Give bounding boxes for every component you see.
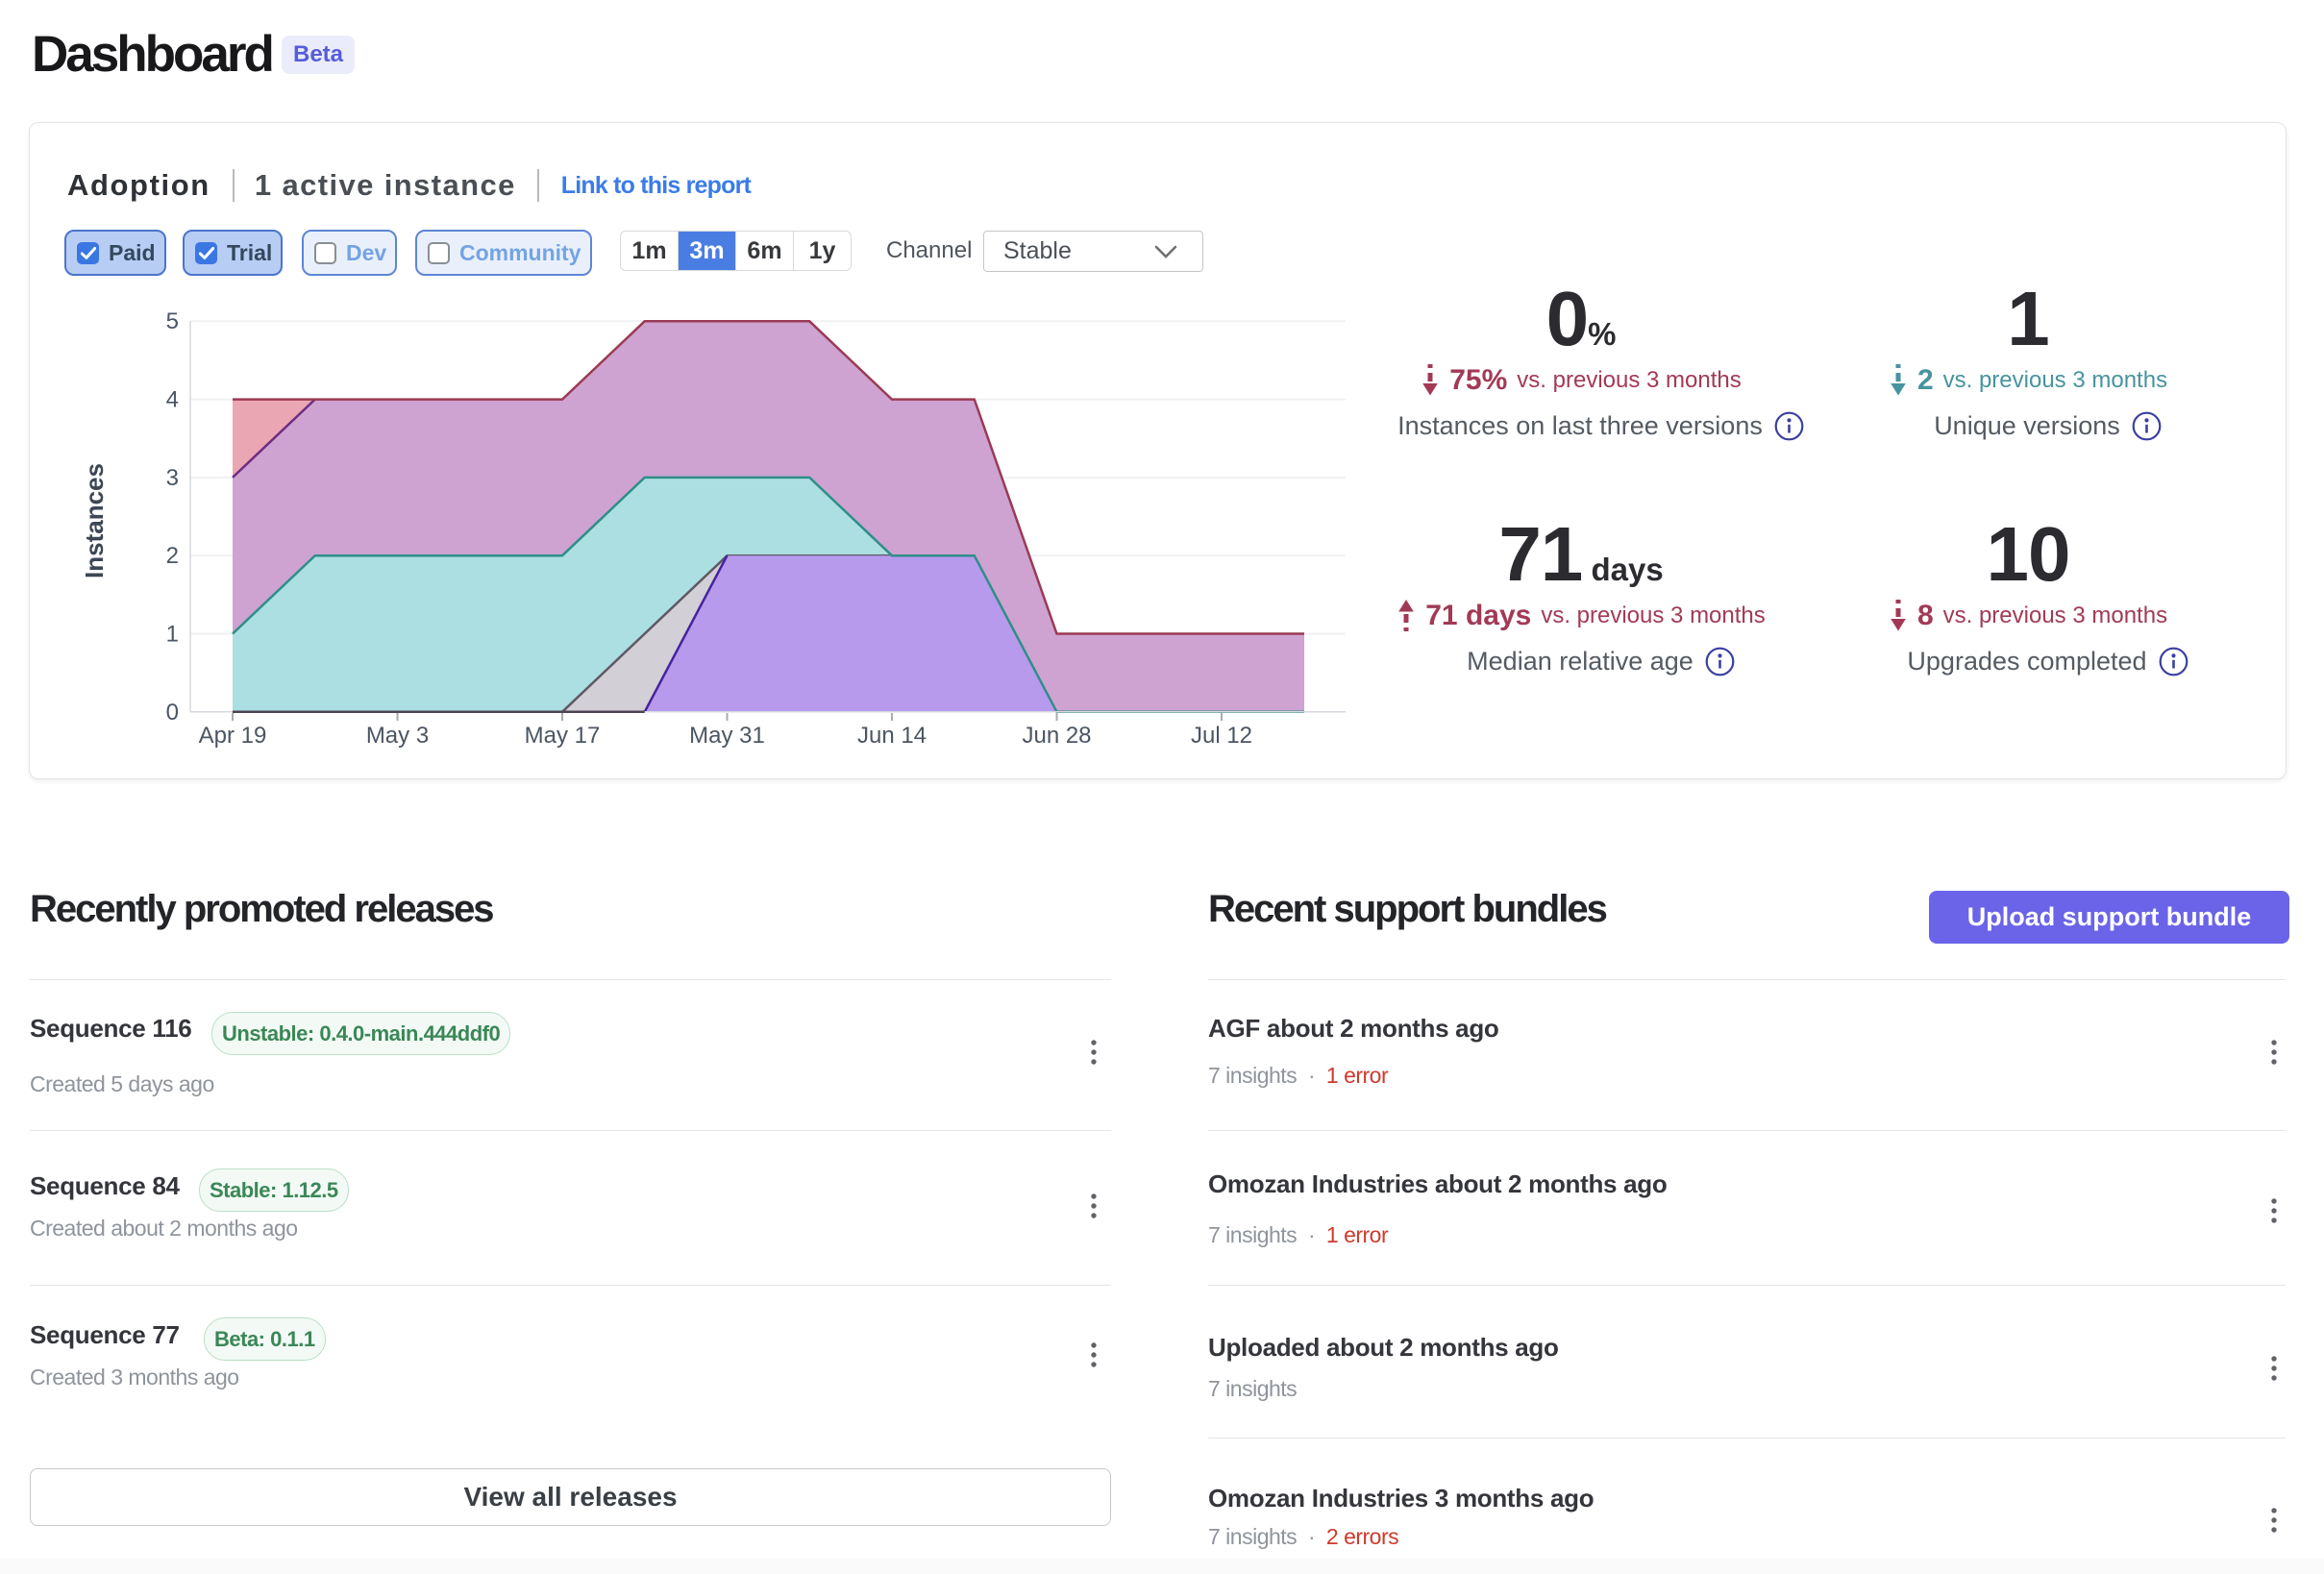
svg-text:May 17: May 17 [525,723,601,749]
svg-text:0: 0 [166,700,179,726]
svg-text:2: 2 [166,543,179,569]
svg-text:May 31: May 31 [689,723,765,749]
svg-text:Apr 19: Apr 19 [199,723,267,749]
svg-text:Jun 14: Jun 14 [857,723,927,749]
svg-text:1: 1 [166,622,179,648]
svg-text:Jul 12: Jul 12 [1191,723,1252,749]
svg-text:Jun 28: Jun 28 [1022,723,1091,749]
svg-text:Instances: Instances [80,463,109,578]
svg-text:4: 4 [166,387,179,413]
svg-text:May 3: May 3 [366,723,429,749]
svg-text:5: 5 [166,308,179,334]
svg-text:3: 3 [166,465,179,491]
